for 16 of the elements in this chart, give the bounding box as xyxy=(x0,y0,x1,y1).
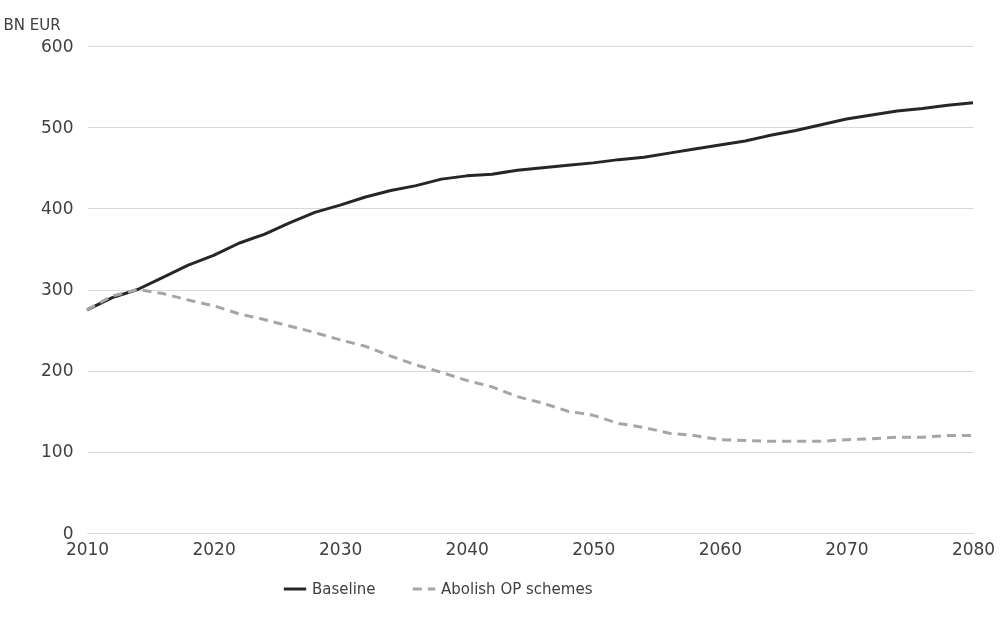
legend-label: Abolish OP schemes xyxy=(441,580,593,598)
x-tick-label: 2060 xyxy=(698,538,742,559)
y-axis-title: BN EUR xyxy=(3,15,61,34)
y-tick-label: 300 xyxy=(41,279,74,299)
y-tick-label: 100 xyxy=(41,441,74,462)
x-tick-label: 2070 xyxy=(825,538,869,559)
x-tick-label: 2020 xyxy=(192,538,236,559)
y-tick-label: 400 xyxy=(41,197,74,218)
legend-label: Baseline xyxy=(312,580,376,598)
y-tick-label: 600 xyxy=(41,35,74,56)
x-tick-label: 2030 xyxy=(319,538,363,559)
x-tick-label: 2080 xyxy=(951,538,996,559)
y-tick-label: 500 xyxy=(41,116,74,137)
x-tick-label: 2050 xyxy=(572,538,616,559)
y-tick-label: 200 xyxy=(41,360,74,381)
x-tick-label: 2040 xyxy=(445,538,489,559)
